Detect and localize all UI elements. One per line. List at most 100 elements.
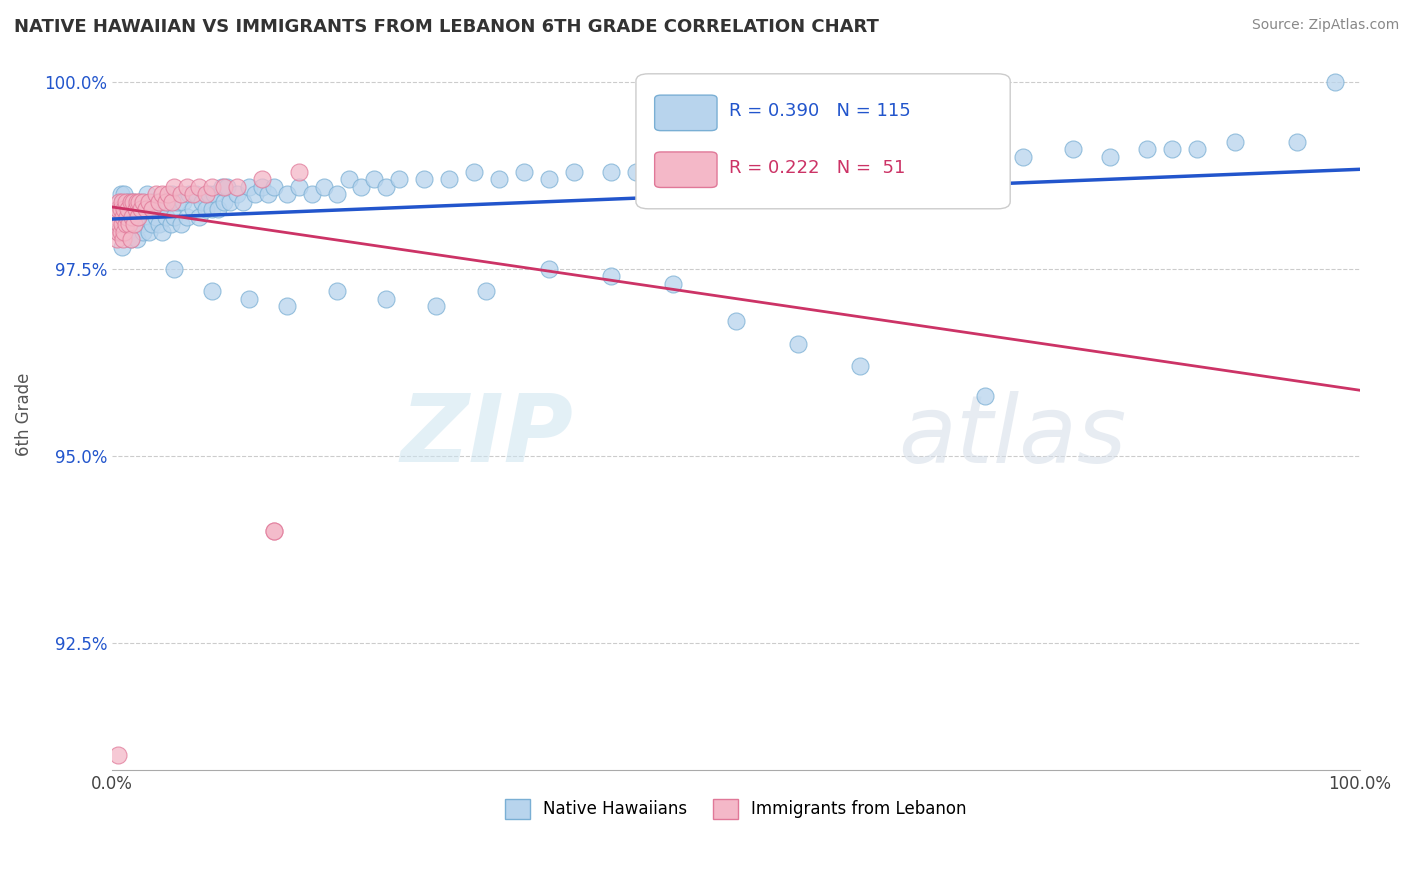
- Point: [148, 217, 170, 231]
- Legend: Native Hawaiians, Immigrants from Lebanon: Native Hawaiians, Immigrants from Lebano…: [498, 792, 973, 826]
- Point: [194, 202, 217, 216]
- Point: [562, 165, 585, 179]
- Point: [325, 285, 347, 299]
- Point: [211, 179, 233, 194]
- Point: [225, 187, 247, 202]
- Point: [117, 202, 139, 216]
- Text: R = 0.222   N =  51: R = 0.222 N = 51: [730, 159, 905, 177]
- Point: [188, 210, 211, 224]
- Point: [887, 157, 910, 171]
- Point: [125, 232, 148, 246]
- Point: [105, 232, 128, 246]
- Point: [1286, 135, 1309, 149]
- Point: [337, 172, 360, 186]
- Point: [132, 225, 155, 239]
- Point: [257, 187, 280, 202]
- Point: [110, 202, 132, 216]
- Point: [107, 747, 129, 762]
- Point: [375, 292, 398, 306]
- Point: [150, 187, 173, 202]
- Point: [437, 172, 460, 186]
- Point: [787, 336, 810, 351]
- Point: [163, 179, 186, 194]
- Point: [135, 187, 157, 202]
- Point: [138, 225, 160, 239]
- Point: [145, 210, 167, 224]
- Point: [263, 524, 285, 538]
- Point: [107, 225, 129, 239]
- Point: [160, 187, 183, 202]
- Point: [238, 179, 260, 194]
- Text: R = 0.390   N = 115: R = 0.390 N = 115: [730, 102, 911, 120]
- Point: [463, 165, 485, 179]
- FancyBboxPatch shape: [655, 95, 717, 130]
- Point: [245, 187, 267, 202]
- Point: [232, 194, 254, 209]
- Point: [110, 225, 132, 239]
- Point: [700, 157, 723, 171]
- Point: [114, 194, 136, 209]
- Point: [112, 232, 135, 246]
- Point: [207, 202, 229, 216]
- Point: [215, 179, 238, 194]
- Point: [288, 165, 311, 179]
- Point: [301, 187, 323, 202]
- Point: [1011, 150, 1033, 164]
- Point: [363, 172, 385, 186]
- FancyBboxPatch shape: [636, 74, 1010, 209]
- Text: NATIVE HAWAIIAN VS IMMIGRANTS FROM LEBANON 6TH GRADE CORRELATION CHART: NATIVE HAWAIIAN VS IMMIGRANTS FROM LEBAN…: [14, 18, 879, 36]
- Point: [128, 202, 150, 216]
- Point: [600, 269, 623, 284]
- Y-axis label: 6th Grade: 6th Grade: [15, 373, 32, 457]
- Point: [911, 150, 934, 164]
- Point: [108, 194, 131, 209]
- Point: [388, 172, 411, 186]
- Point: [325, 187, 347, 202]
- Point: [114, 187, 136, 202]
- Point: [110, 187, 132, 202]
- Point: [936, 157, 959, 171]
- Point: [122, 217, 145, 231]
- Point: [276, 299, 298, 313]
- Point: [124, 194, 146, 209]
- Point: [118, 217, 141, 231]
- Point: [163, 210, 186, 224]
- Point: [600, 165, 623, 179]
- Point: [108, 217, 131, 231]
- Point: [115, 210, 138, 224]
- Point: [114, 217, 136, 231]
- Point: [375, 179, 398, 194]
- Point: [115, 225, 138, 239]
- Point: [153, 194, 176, 209]
- Point: [675, 165, 697, 179]
- Point: [104, 210, 127, 224]
- Point: [114, 225, 136, 239]
- Point: [188, 179, 211, 194]
- Point: [142, 194, 165, 209]
- Point: [194, 187, 217, 202]
- Point: [125, 194, 148, 209]
- Point: [537, 172, 560, 186]
- Point: [350, 179, 373, 194]
- Point: [179, 187, 201, 202]
- Point: [198, 187, 221, 202]
- Point: [166, 194, 188, 209]
- Point: [107, 225, 129, 239]
- Point: [124, 202, 146, 216]
- Text: atlas: atlas: [898, 391, 1126, 482]
- Point: [107, 202, 129, 216]
- Point: [212, 179, 235, 194]
- Point: [250, 179, 273, 194]
- Point: [724, 314, 747, 328]
- Point: [811, 157, 834, 171]
- Point: [512, 165, 534, 179]
- Point: [141, 217, 163, 231]
- Point: [111, 239, 134, 253]
- Point: [1323, 75, 1346, 89]
- Point: [128, 194, 150, 209]
- Point: [120, 194, 142, 209]
- Point: [120, 232, 142, 246]
- Point: [155, 194, 177, 209]
- Point: [163, 262, 186, 277]
- Point: [159, 217, 181, 231]
